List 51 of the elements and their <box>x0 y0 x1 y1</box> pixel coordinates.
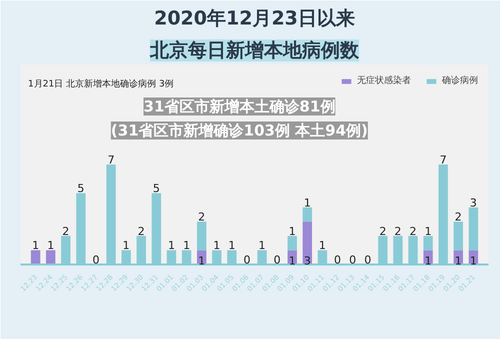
data-label: 2 <box>379 224 386 238</box>
data-label: 1 <box>168 239 175 252</box>
data-label: 5 <box>77 182 84 196</box>
bar <box>302 207 312 222</box>
data-label: 2 <box>394 224 402 238</box>
legend-label: 确诊病例 <box>442 74 478 87</box>
data-label: 1 <box>228 239 236 252</box>
data-label: 1 <box>288 254 296 268</box>
data-label: 1 <box>47 239 54 252</box>
data-label: 1 <box>454 254 462 268</box>
data-label: 0 <box>243 254 250 266</box>
data-label: 1 <box>213 239 220 252</box>
data-label: 2 <box>138 224 145 238</box>
bar <box>30 250 40 264</box>
data-label: 7 <box>440 154 447 166</box>
data-label: 0 <box>364 254 372 266</box>
data-label: 1 <box>304 196 311 210</box>
data-label: 2 <box>410 224 417 238</box>
data-label: 1 <box>318 239 326 252</box>
data-label: 3 <box>470 196 477 210</box>
data-label: 1 <box>470 254 477 268</box>
data-label: 1 <box>288 224 296 238</box>
data-label: 7 <box>108 154 115 166</box>
data-label: 0 <box>274 254 281 266</box>
data-label: 0 <box>334 254 342 266</box>
data-label: 2 <box>454 210 462 224</box>
data-label: 1 <box>258 239 266 252</box>
data-label: 3 <box>304 254 311 268</box>
bar <box>468 207 478 250</box>
data-label: 1 <box>122 239 130 252</box>
chart-subtitle: 北京每日新增本地病例数 <box>149 40 360 62</box>
data-label: 1 <box>198 254 206 268</box>
text: 1月21日 北京新增本地确诊病例 3例 <box>28 78 174 90</box>
bar <box>46 250 56 264</box>
data-label: 5 <box>152 182 160 196</box>
data-label: 1 <box>32 239 40 252</box>
chart-title: 2020年12月23日以来 <box>154 8 355 30</box>
data-label: 1 <box>183 239 190 252</box>
bar <box>423 236 433 250</box>
data-label: 2 <box>62 224 70 238</box>
text: 31省区市新增本土确诊81例(31省区市新增确诊103例 本土94例) <box>110 98 368 140</box>
data-label: 1 <box>424 254 432 268</box>
data-label: 2 <box>198 210 206 224</box>
legend-label: 无症状感染者 <box>357 74 411 87</box>
data-label: 0 <box>92 254 100 266</box>
bar <box>302 222 312 264</box>
bar <box>196 222 206 250</box>
data-label: 0 <box>349 254 356 266</box>
data-label: 1 <box>424 224 432 238</box>
bar <box>288 236 297 250</box>
bar <box>454 222 463 250</box>
